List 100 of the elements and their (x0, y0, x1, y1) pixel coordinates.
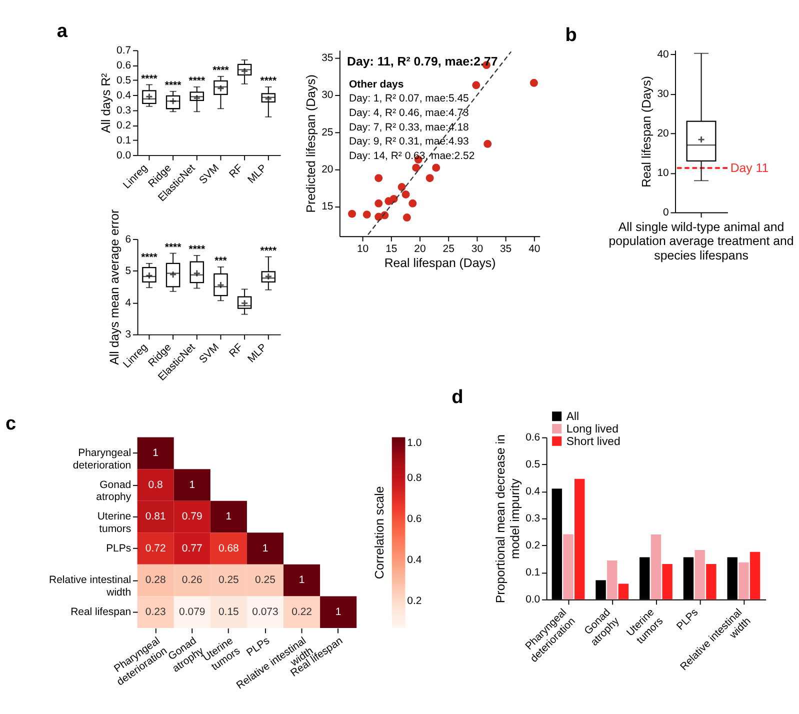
y-tick-label: 6 (125, 234, 132, 246)
y-tick-label: 0.2 (526, 540, 540, 552)
annotation: **** (164, 80, 182, 92)
y-tick-label: 0.3 (116, 105, 132, 116)
y-tick-label: 30 (657, 89, 670, 100)
annotation: **** (212, 66, 230, 77)
annotation: Other days (348, 79, 404, 90)
y-tick-label: Gonad atrophy (96, 480, 132, 504)
data-label: 0.8 (148, 480, 164, 491)
point (408, 199, 417, 208)
bar (694, 550, 705, 600)
color-bar-label: 0.8 (407, 473, 422, 484)
point (374, 199, 383, 208)
y-tick-label: 15 (322, 202, 334, 213)
ref-line-label: Day 11 (730, 160, 769, 175)
data-label: 0.25 (255, 575, 276, 586)
y-tick-label: 30 (322, 90, 334, 102)
x-axis-title: Real lifespan (Days) (384, 256, 496, 270)
y-tick-label: 40 (657, 49, 670, 60)
data-label: 1 (226, 512, 232, 523)
color-bar-label: 0.6 (407, 514, 422, 526)
y-tick-label: 0.6 (116, 60, 132, 72)
annotation: **** (260, 76, 278, 88)
bar (650, 534, 662, 600)
x-tick-label: All single wild-type animal and population average treatment and species lifespans (608, 220, 794, 262)
legend-label: All (566, 411, 580, 424)
data-label: 0.81 (145, 512, 166, 523)
color-bar-title: Correlation scale (372, 486, 386, 580)
chart-title: c (6, 414, 17, 435)
y-axis-title: All days R² (98, 73, 113, 134)
data-label: 0.22 (292, 606, 312, 618)
bar (738, 562, 749, 600)
data-label: 0.79 (182, 512, 202, 523)
point (412, 164, 420, 172)
annotation: **** (260, 246, 278, 257)
y-tick-label: 20 (657, 128, 670, 140)
annotation: Day: 1, R² 0.07, mae:5.45 (348, 94, 470, 105)
bar (574, 478, 585, 600)
y-tick-label: 0.0 (526, 594, 540, 606)
point (426, 174, 434, 182)
chart-title: a (56, 20, 68, 42)
y-tick-label: 0.1 (116, 135, 132, 146)
data-label: 0.25 (218, 575, 240, 586)
y-tick-label: 0.3 (526, 514, 540, 525)
y-tick-label: Relative intestinal width (49, 575, 132, 599)
x-tick-label: PLPs (245, 636, 272, 659)
x-tick-label: 25 (442, 244, 455, 255)
y-tick-label: 25 (322, 127, 334, 138)
x-tick-label: RF (228, 342, 246, 360)
y-tick-label: 5 (125, 266, 132, 278)
bar (706, 564, 716, 600)
point (484, 140, 492, 148)
annotation: Day: 14, R² 0.63, mae:2.52 (348, 150, 475, 162)
y-tick-label: 0.4 (526, 486, 540, 498)
y-axis-title: Real lifespan (Days) (640, 76, 654, 188)
x-tick-label: 30 (471, 244, 484, 255)
y-tick-label: 4 (125, 298, 132, 309)
annotation: **** (188, 244, 206, 256)
y-tick-label: 0.6 (526, 432, 540, 444)
y-tick-label: PLPs (106, 543, 132, 554)
annotation: **** (188, 76, 206, 88)
y-tick-label: 0.1 (526, 568, 540, 579)
y-tick-label: Pharyngeal deterioration (72, 448, 132, 472)
data-label: 0.26 (182, 575, 202, 586)
data-label: 0.073 (252, 606, 278, 618)
annotation: **** (164, 242, 182, 254)
data-label: 1 (152, 448, 159, 460)
point (530, 78, 538, 87)
bar (618, 584, 629, 600)
point (432, 164, 440, 172)
bar (750, 552, 760, 600)
annotation: **** (141, 252, 158, 264)
legend-label: Long lived (566, 424, 619, 436)
y-tick-label: 3 (125, 330, 132, 341)
x-tick-label: 35 (500, 244, 512, 255)
y-tick-label: Uterine tumors (97, 512, 132, 536)
data-label: 1 (189, 480, 196, 491)
point (362, 210, 371, 219)
y-tick-label: 0.4 (116, 90, 132, 102)
y-axis-title: All days mean average error (108, 209, 122, 365)
chart-title: b (565, 24, 577, 46)
point (348, 210, 356, 218)
bar (563, 534, 574, 600)
data-label: 0.77 (182, 543, 202, 554)
bar (607, 560, 618, 600)
y-tick-label: 0.5 (526, 460, 540, 471)
data-label: 0.079 (179, 606, 206, 618)
x-tick-label: 10 (356, 244, 369, 255)
color-bar-label: 0.2 (407, 596, 422, 608)
x-tick-label: RF (228, 162, 246, 181)
data-label: 0.72 (145, 543, 166, 554)
data-label: 0.15 (218, 606, 240, 618)
legend-label: Short lived (566, 436, 620, 448)
bar (662, 564, 672, 600)
point (398, 183, 406, 192)
color-bar-label: 0.4 (407, 555, 422, 566)
annotation: **** (141, 74, 158, 85)
point (472, 81, 480, 90)
y-tick-label: 35 (322, 52, 334, 64)
point (402, 190, 410, 198)
